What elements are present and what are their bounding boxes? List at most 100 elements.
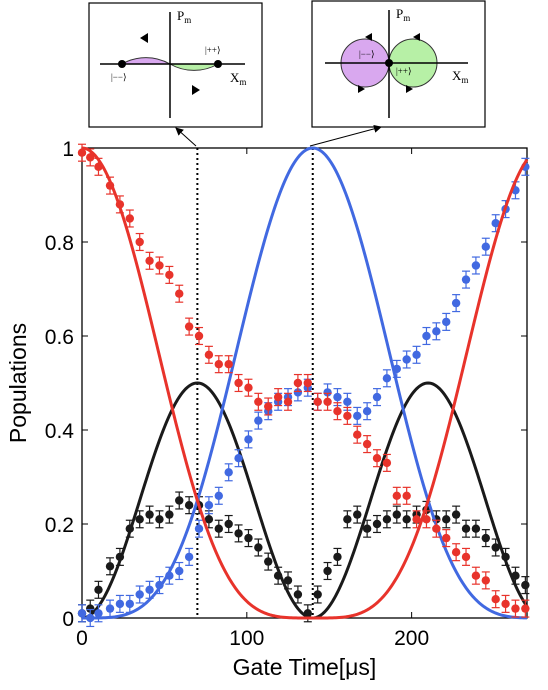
data-point [491,543,500,552]
data-point [273,392,283,402]
y-tick-label: 1 [62,138,74,161]
data-point [372,454,382,463]
data-point [333,407,342,416]
data-point [264,402,273,411]
inset-right-x-label: Xm [452,68,468,85]
y-axis-title: Populations [5,323,31,443]
data-point [382,374,392,383]
data-point [194,331,204,341]
data-point [471,524,481,533]
data-point [204,515,214,524]
data-point [283,397,293,406]
y-tick-label: 0.4 [45,420,75,443]
x-axis-title: Gate Time[μs] [233,654,377,680]
data-point [86,604,95,613]
data-point [273,571,283,580]
data-point [204,350,214,359]
data-point [184,552,194,562]
data-point [293,388,303,397]
data-point [86,613,95,623]
data-point [442,317,451,327]
inset-right-state-minus: |−−⟩ [359,49,374,59]
data-point [254,416,263,425]
data-point [412,515,421,524]
data-point [94,585,103,594]
data-point [94,162,103,171]
fit-line-red [81,146,529,620]
data-point [402,355,411,364]
data-point [234,454,243,463]
data-point [175,289,184,298]
y-tick-label: 0 [62,608,74,631]
data-point [362,524,372,533]
fit-line-blue [82,146,528,620]
y-tick-label: 0.2 [45,514,74,537]
data-point [214,491,223,500]
data-point [521,604,530,613]
data-point [313,590,322,599]
data-point [481,576,490,585]
data-point [214,524,223,533]
data-point [254,397,263,406]
data-point [422,331,431,341]
data-point [461,552,471,562]
inset-left-x-label: Xm [230,70,246,87]
data-point [125,524,134,533]
data-point [353,411,362,421]
data-point [313,397,322,406]
data-point [175,566,184,576]
data-point [402,515,411,524]
inset-left-arrow-icon [192,85,200,95]
inset-left-state-plus: |++⟩ [205,45,220,55]
data-point [442,533,451,543]
data-point [511,571,520,580]
data-point [115,200,125,209]
inset-left-state-minus: |−−⟩ [111,72,126,82]
data-point [501,552,510,562]
data-point [382,515,392,524]
inset-right-pointer-arrow [309,124,382,147]
data-point [86,153,95,162]
x-tick-label: 200 [394,627,429,650]
data-point [303,609,312,618]
data-point [293,590,303,599]
data-point [77,609,87,618]
data-point [511,604,520,613]
data-point [115,552,125,562]
data-point [224,360,233,369]
data-point [234,529,243,538]
data-point [333,392,342,402]
inset-left-arrow-icon [140,33,148,43]
data-point [105,604,115,613]
data-point [323,566,332,576]
data-point [264,557,273,566]
data-point [125,214,134,223]
data-point [283,576,293,585]
data-point [481,242,490,251]
data-point [501,599,510,609]
data-point [155,515,164,524]
data-point [432,327,441,336]
inset-right: Pm Xm |−−⟩ |++⟩ [311,0,486,128]
data-point [353,430,362,439]
data-point [432,524,441,533]
data-point [135,515,144,524]
data-point [224,519,233,529]
data-point [412,350,421,359]
data-point [362,407,372,416]
data-point [442,515,451,524]
data-point [402,491,411,500]
data-point [392,364,401,374]
series-layer [77,143,530,628]
data-point [214,360,223,369]
data-point [451,510,461,519]
data-point [323,397,332,406]
data-point [145,510,154,519]
data-point [145,256,154,265]
fit-line-black [81,381,529,620]
data-point [343,515,352,524]
data-point [224,468,233,477]
data-point [165,270,174,280]
inset-right-state-plus: |++⟩ [396,66,411,76]
